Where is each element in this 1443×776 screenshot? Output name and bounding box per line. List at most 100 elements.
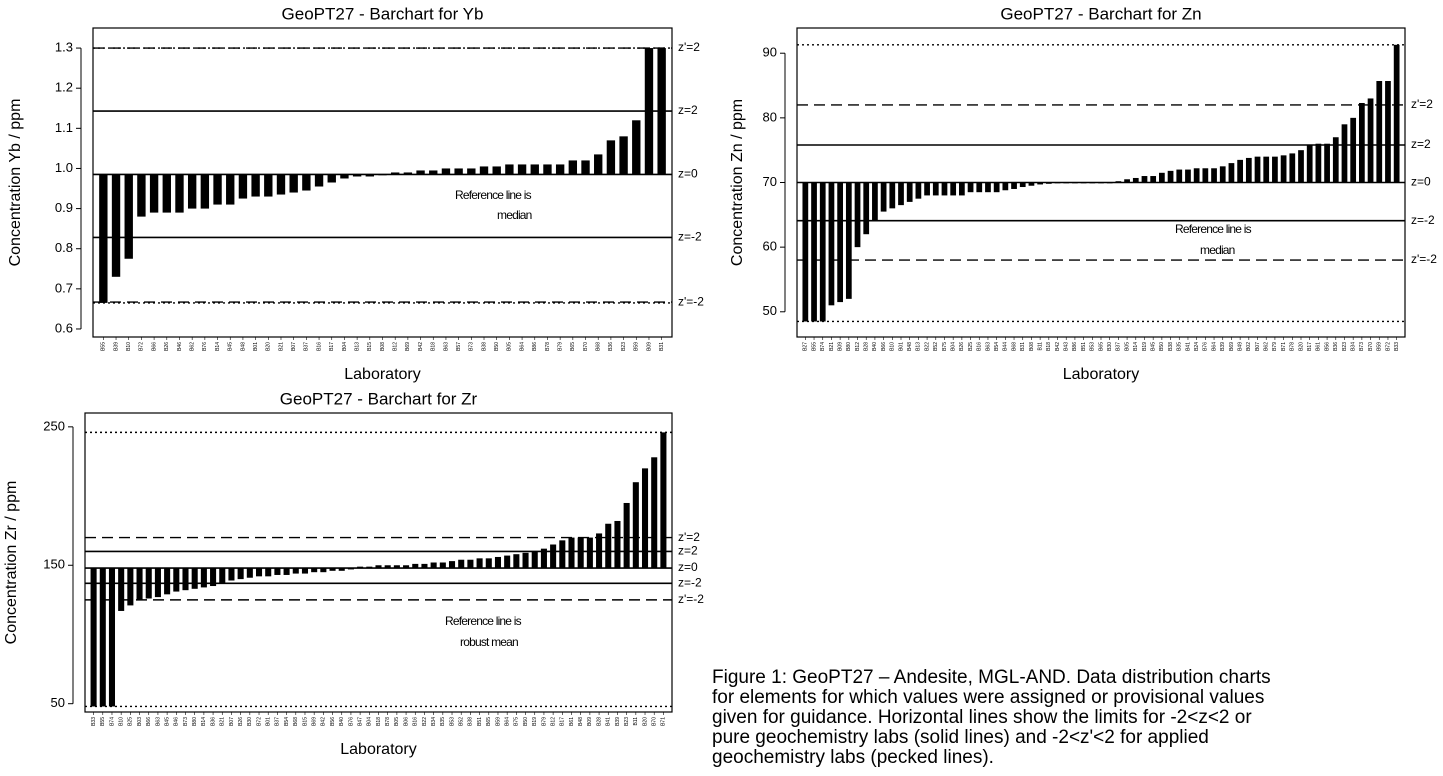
x-tick-label: B51 <box>477 717 483 726</box>
bar <box>393 565 400 569</box>
x-tick-label: B75 <box>942 342 948 351</box>
x-tick-label: B38 <box>1168 342 1174 351</box>
reference-line-label: z'=-2 <box>1411 252 1437 266</box>
x-tick-label: B18 <box>376 717 382 726</box>
bar <box>365 174 374 177</box>
x-tick-label: B11 <box>1037 342 1043 351</box>
annotation: Reference line is <box>455 188 532 202</box>
bar <box>1132 177 1139 183</box>
caption-line: pure geochemistry labs (solid lines) and… <box>712 727 1209 748</box>
bar <box>1167 170 1174 183</box>
bar <box>219 568 226 584</box>
bar <box>454 168 463 175</box>
reference-line-label: z=2 <box>678 103 698 117</box>
x-tick-label: B86 <box>532 342 538 351</box>
x-axis-label: Laboratory <box>344 366 421 383</box>
caption-line: Figure 1: GeoPT27 – Andesite, MGL-AND. D… <box>712 667 1271 688</box>
bar <box>517 164 527 175</box>
reference-line-label: z=0 <box>678 560 698 574</box>
bar <box>1106 182 1113 184</box>
bar <box>164 568 171 595</box>
bar <box>1228 163 1235 183</box>
x-tick-label: B68 <box>1011 342 1017 351</box>
x-tick-label: B42 <box>1055 342 1061 351</box>
y-tick-label: 150 <box>43 557 65 572</box>
bar <box>228 568 235 581</box>
bar <box>555 164 565 175</box>
bar <box>479 166 489 175</box>
reference-line-label: z=-2 <box>1411 213 1435 227</box>
x-tick-label: B65 <box>570 342 576 351</box>
x-tick-label: B37 <box>275 717 281 726</box>
x-tick-label: B17 <box>560 717 566 726</box>
x-tick-label: B73 <box>469 342 475 351</box>
plot-frame <box>84 412 673 713</box>
bar <box>378 174 387 176</box>
x-tick-label: B21 <box>829 342 835 351</box>
bar <box>311 568 318 573</box>
x-tick-label: B71 <box>1281 342 1287 351</box>
x-tick-label: B69 <box>311 717 317 726</box>
bar <box>1011 182 1017 189</box>
y-tick-label: 1.0 <box>55 160 73 175</box>
bar <box>1359 102 1365 183</box>
x-tick-label: B71 <box>661 717 667 726</box>
x-tick-label: B14 <box>1133 342 1139 351</box>
bar <box>1254 156 1261 183</box>
bar <box>314 174 324 187</box>
x-tick-label: B63 <box>985 342 991 351</box>
bar <box>530 164 539 175</box>
x-tick-label: B54 <box>994 342 1000 351</box>
bar <box>632 120 641 175</box>
x-tick-label: B39 <box>113 342 119 351</box>
x-tick-label: B59 <box>495 717 501 726</box>
bar <box>1176 169 1183 183</box>
bar <box>543 164 552 175</box>
x-tick-label: B10 <box>890 342 896 351</box>
x-tick-label: B13 <box>916 342 922 351</box>
reference-line-label: z=-2 <box>678 575 702 589</box>
bar <box>660 432 667 569</box>
reference-line-label: z=0 <box>678 167 698 181</box>
x-tick-label: B50 <box>523 717 529 726</box>
y-tick-label: 50 <box>51 695 65 710</box>
bar <box>559 540 566 569</box>
bar <box>651 457 658 569</box>
bar <box>1002 182 1009 191</box>
x-tick-label: B07 <box>291 342 297 351</box>
bar <box>606 140 616 175</box>
bar <box>124 174 133 259</box>
bar <box>889 182 896 209</box>
x-tick-label: B86 <box>1072 342 1078 351</box>
x-tick-label: B64 <box>519 342 525 351</box>
x-tick-label: B19 <box>532 717 538 726</box>
x-tick-label: B45 <box>164 717 170 726</box>
x-tick-label: B21 <box>220 717 226 726</box>
bar <box>898 182 904 206</box>
bar <box>99 174 108 303</box>
bar <box>1045 182 1052 184</box>
x-tick-label: B59 <box>1377 342 1383 351</box>
reference-line-label: z'=-2 <box>678 294 704 308</box>
bar <box>352 174 362 177</box>
x-tick-label: B41 <box>606 717 612 726</box>
x-tick-label: B17 <box>329 342 335 351</box>
x-tick-label: B25 <box>128 717 134 726</box>
x-tick-label: B62 <box>1264 342 1270 351</box>
bar <box>441 168 451 175</box>
x-tick-label: B80 <box>846 342 852 351</box>
bar <box>448 561 456 569</box>
chart-title: GeoPT27 - Barchart for Zr <box>280 389 478 408</box>
x-tick-label: B22 <box>924 342 930 351</box>
x-tick-label: B43 <box>1064 342 1070 351</box>
bar <box>421 563 428 569</box>
x-tick-label: B74 <box>109 717 115 726</box>
x-tick-label: B01 <box>266 717 272 726</box>
x-tick-label: B42 <box>321 717 327 726</box>
x-tick-label: B05 <box>1124 342 1130 351</box>
x-tick-label: B47 <box>357 717 363 726</box>
x-axis-label: Laboratory <box>1063 366 1140 383</box>
bar <box>872 182 878 222</box>
bar <box>845 182 852 299</box>
x-tick-label: B55 <box>100 717 106 726</box>
